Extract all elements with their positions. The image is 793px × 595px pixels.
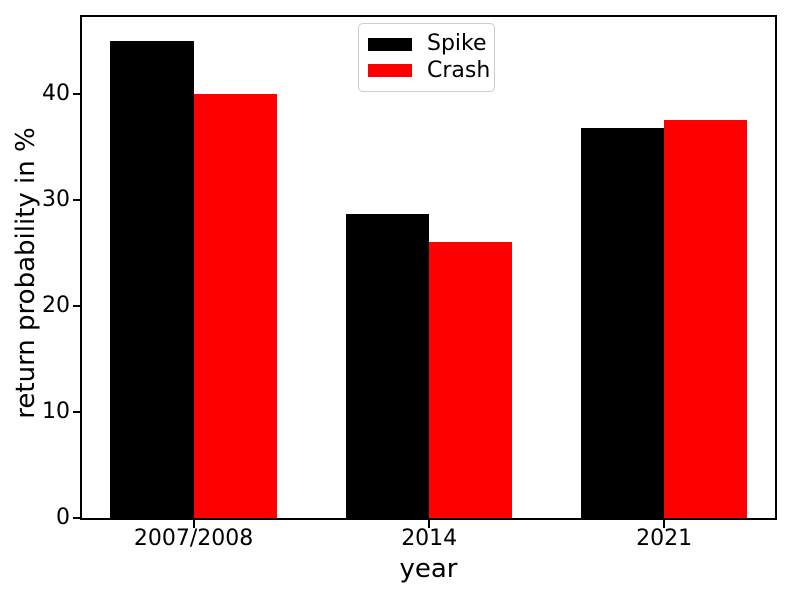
bar-spike-0 bbox=[110, 40, 194, 518]
x-axis-label: year bbox=[399, 554, 458, 584]
legend-label: Spike bbox=[427, 31, 487, 57]
legend: Spike Crash bbox=[358, 23, 495, 92]
y-tick-label: 0 bbox=[56, 505, 70, 530]
y-tick-label: 10 bbox=[42, 398, 70, 424]
y-tick-label: 20 bbox=[42, 292, 70, 318]
y-tick-mark bbox=[73, 410, 80, 413]
x-tick-mark bbox=[428, 520, 431, 528]
y-tick-mark bbox=[73, 304, 80, 307]
bar-spike-1 bbox=[346, 213, 430, 518]
x-tick-label: 2007/2008 bbox=[133, 526, 254, 551]
y-tick-mark bbox=[73, 198, 80, 201]
bar-crash-0 bbox=[193, 93, 277, 518]
x-tick-mark bbox=[663, 520, 666, 528]
y-axis-label: return probability in % bbox=[11, 127, 41, 419]
legend-row: Crash bbox=[368, 57, 491, 83]
legend-swatch-crash bbox=[368, 64, 412, 78]
x-tick-label: 2021 bbox=[636, 526, 693, 551]
bar-crash-2 bbox=[664, 120, 748, 518]
x-tick-mark bbox=[192, 520, 195, 528]
x-tick-label: 2014 bbox=[401, 526, 458, 551]
plot-area: 0 10 20 30 40 2007/2008 2014 2021 Spike Crash bbox=[42, 15, 777, 550]
legend-label: Crash bbox=[427, 57, 491, 83]
y-tick-mark bbox=[73, 517, 80, 519]
bar-spike-2 bbox=[580, 127, 665, 518]
legend-row: Spike bbox=[368, 31, 487, 57]
legend-swatch-spike bbox=[368, 37, 412, 51]
y-tick-mark bbox=[73, 92, 80, 95]
y-tick-label: 30 bbox=[42, 186, 70, 212]
bar-crash-1 bbox=[429, 242, 513, 518]
y-tick-label: 40 bbox=[42, 80, 70, 106]
